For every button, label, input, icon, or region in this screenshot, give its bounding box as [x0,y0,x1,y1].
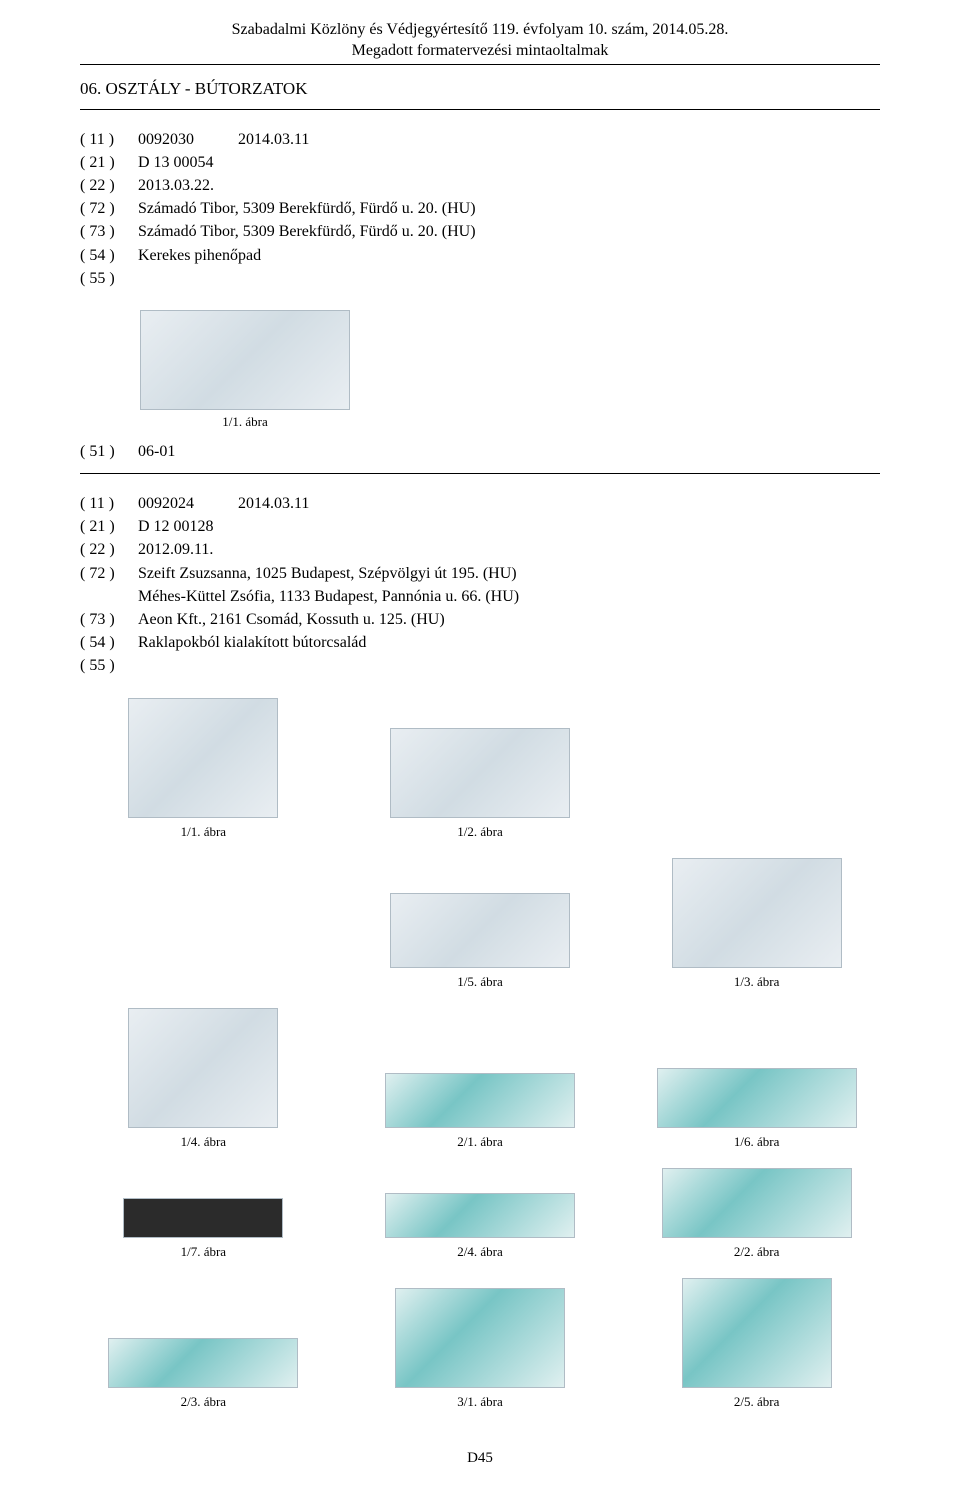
rec1-c21-code: ( 21 ) [80,151,138,174]
rec2-c11-b: 2014.03.11 [238,492,309,515]
rec1-c54-code: ( 54 ) [80,244,138,267]
cap-2-2: 2/2. ábra [633,1244,880,1260]
figure-grid: 1/1. ábra 1/2. ábra 1/5. ábra 1/3. ábra … [80,698,880,1410]
separator-line: ( 51 ) 06-01 [80,440,880,463]
rec1-c73-val: Számadó Tibor, 5309 Berekfürdő, Fürdő u.… [138,220,880,243]
fig-2-5 [682,1278,832,1388]
rec1-c55-code: ( 55 ) [80,267,138,290]
cap-2-4: 2/4. ábra [357,1244,604,1260]
fig-1-3 [672,858,842,968]
rec1-c11-code: ( 11 ) [80,128,138,151]
rec1-c22-val: 2013.03.22. [138,174,880,197]
cap-1-7: 1/7. ábra [80,1244,327,1260]
rec2-c72-val: Szeift Zsuzsanna, 1025 Budapest, Szépvöl… [138,562,880,585]
fig-2-3 [108,1338,298,1388]
fig-3-1 [395,1288,565,1388]
cap-1-4: 1/4. ábra [80,1134,327,1150]
fig-2-2 [662,1168,852,1238]
fig-1-1 [128,698,278,818]
rec1-c72-code: ( 72 ) [80,197,138,220]
section-rule-2 [80,473,880,474]
rec2-c21-val: D 12 00128 [138,515,880,538]
cap-2-1: 2/1. ábra [357,1134,604,1150]
rec2-c54-val: Raklapokból kialakított bútorcsalád [138,631,880,654]
section-rule-1 [80,109,880,110]
cap-1-3: 1/3. ábra [633,974,880,990]
rec1-c11-a: 0092030 [138,128,238,151]
rec1-c73-code: ( 73 ) [80,220,138,243]
rec1-c72-val: Számadó Tibor, 5309 Berekfürdő, Fürdő u.… [138,197,880,220]
header-line2: Megadott formatervezési mintaoltalmak [80,41,880,62]
cap-1-1: 1/1. ábra [80,824,327,840]
page-number: D45 [80,1450,880,1467]
fig-1-5 [390,893,570,968]
rec1-c54-val: Kerekes pihenőpad [138,244,880,267]
rec2-c73-code: ( 73 ) [80,608,138,631]
sep-c51-code: ( 51 ) [80,440,138,463]
header-line1: Szabadalmi Közlöny és Védjegyértesítő 11… [80,20,880,41]
fig-2-1 [385,1073,575,1128]
rec2-c72-code: ( 72 ) [80,562,138,585]
figure-caption-solo: 1/1. ábra [140,414,350,430]
sep-c51-val: 06-01 [138,440,880,463]
rec1-c21-val: D 13 00054 [138,151,880,174]
fig-1-6 [657,1068,857,1128]
record-2: ( 11 ) 0092024 2014.03.11 ( 21 ) D 12 00… [80,492,880,678]
rec2-c21-code: ( 21 ) [80,515,138,538]
rec2-c55-code: ( 55 ) [80,654,138,677]
fig-1-7 [123,1198,283,1238]
rec2-c11-code: ( 11 ) [80,492,138,515]
rec2-c22-val: 2012.09.11. [138,538,880,561]
header-rule [80,64,880,65]
cap-2-3: 2/3. ábra [80,1394,327,1410]
rec2-c54-code: ( 54 ) [80,631,138,654]
cap-3-1: 3/1. ábra [357,1394,604,1410]
rec2-c73-val: Aeon Kft., 2161 Csomád, Kossuth u. 125. … [138,608,880,631]
rec2-c11-a: 0092024 [138,492,238,515]
rec2-c72-val2: Méhes-Küttel Zsófia, 1133 Budapest, Pann… [138,585,880,608]
cap-1-2: 1/2. ábra [357,824,604,840]
cap-1-6: 1/6. ábra [633,1134,880,1150]
fig-1-4 [128,1008,278,1128]
cap-2-5: 2/5. ábra [633,1394,880,1410]
rec1-c11-b: 2014.03.11 [238,128,309,151]
rec2-c22-code: ( 22 ) [80,538,138,561]
fig-1-2 [390,728,570,818]
section-title: 06. OSZTÁLY - BÚTORZATOK [80,79,880,99]
cap-1-5: 1/5. ábra [357,974,604,990]
record-1: ( 11 ) 0092030 2014.03.11 ( 21 ) D 13 00… [80,128,880,290]
rec1-c22-code: ( 22 ) [80,174,138,197]
fig-2-4 [385,1193,575,1238]
figure-image-solo [140,310,350,410]
